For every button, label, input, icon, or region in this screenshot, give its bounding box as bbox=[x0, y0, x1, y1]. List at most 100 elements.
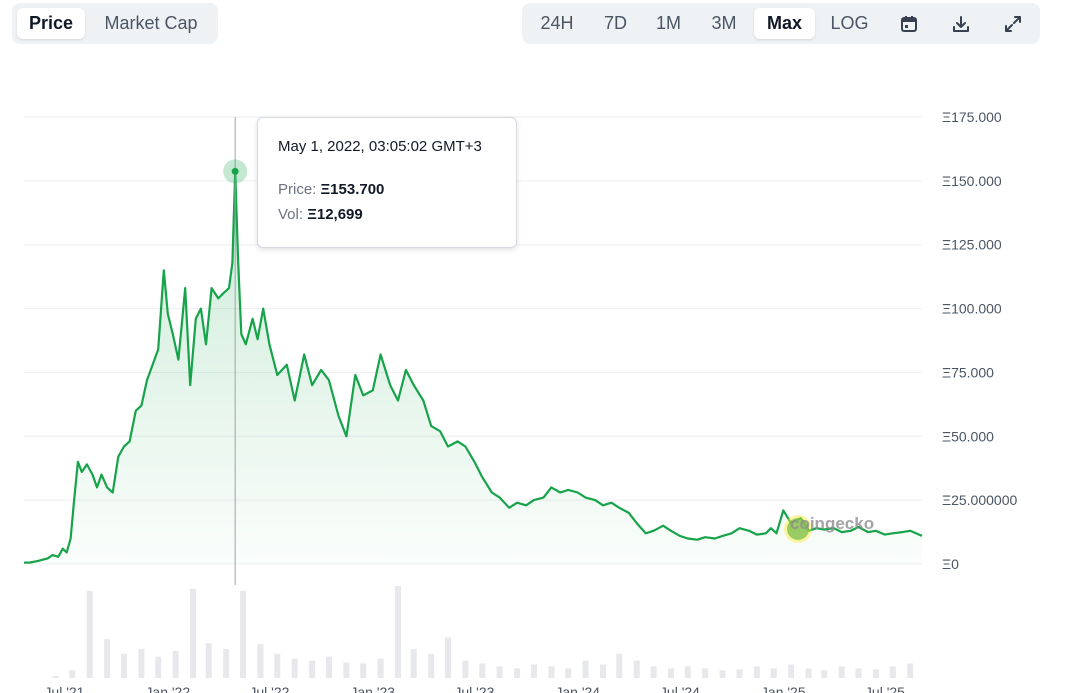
log-scale-tab[interactable]: LOG bbox=[830, 13, 869, 33]
volume-bar bbox=[462, 660, 469, 678]
x-tick-label: Jan '23 bbox=[350, 684, 395, 693]
volume-bar bbox=[753, 666, 760, 678]
price-area-fill bbox=[24, 171, 922, 564]
volume-bar bbox=[104, 639, 111, 678]
volume-bar bbox=[838, 666, 845, 678]
calendar-icon[interactable] bbox=[896, 11, 922, 37]
y-tick-label: Ξ50.000 bbox=[942, 428, 994, 444]
x-tick-label: Jul '23 bbox=[454, 684, 494, 693]
volume-bar bbox=[395, 586, 402, 678]
expand-icon[interactable] bbox=[1000, 11, 1026, 37]
volume-bar bbox=[138, 648, 145, 678]
volume-bar bbox=[719, 670, 726, 678]
volume-bar bbox=[684, 666, 691, 678]
volume-bar bbox=[240, 590, 247, 678]
y-axis-ticks: Ξ0 Ξ25.000000 Ξ50.000 Ξ75.000 Ξ100.000 Ξ125.0… bbox=[942, 109, 1017, 572]
volume-bar bbox=[325, 656, 332, 678]
volume-bar bbox=[821, 670, 828, 678]
x-tick-label: Jul '21 bbox=[44, 684, 84, 693]
y-tick-label: Ξ125.000 bbox=[942, 237, 1002, 253]
volume-bar bbox=[86, 590, 93, 678]
metric-toggle: Price Market Cap bbox=[12, 3, 218, 44]
range-1m-tab[interactable]: 1M bbox=[655, 13, 681, 33]
range-24h-tab[interactable]: 24H bbox=[540, 13, 574, 33]
y-tick-label: Ξ0 bbox=[942, 556, 959, 572]
y-tick-label: Ξ150.000 bbox=[942, 173, 1002, 189]
volume-bars bbox=[52, 586, 914, 678]
tooltip-volume-label: Vol: bbox=[278, 206, 304, 223]
volume-bar bbox=[667, 668, 674, 678]
volume-bar bbox=[120, 653, 127, 678]
x-tick-label: Jul '24 bbox=[660, 684, 700, 693]
volume-bar bbox=[616, 653, 623, 678]
range-7d-tab[interactable]: 7D bbox=[603, 13, 627, 33]
volume-bar bbox=[205, 643, 212, 678]
tooltip-volume-value: Ξ12,699 bbox=[307, 206, 363, 223]
volume-bar bbox=[805, 668, 812, 678]
volume-bar bbox=[445, 637, 452, 678]
tooltip-price-value: Ξ153.700 bbox=[320, 181, 385, 198]
volume-bar bbox=[69, 670, 76, 678]
price-area bbox=[24, 171, 922, 564]
volume-bar bbox=[343, 662, 350, 678]
volume-bar bbox=[872, 669, 879, 678]
x-tick-label: Jan '24 bbox=[555, 684, 600, 693]
range-3m-tab[interactable]: 3M bbox=[711, 13, 737, 33]
tooltip-price-row: Price: Ξ153.700 bbox=[278, 181, 496, 198]
volume-bar bbox=[702, 668, 709, 678]
price-line bbox=[23, 170, 923, 564]
volume-bar bbox=[291, 658, 298, 678]
y-tick-label: Ξ25.000000 bbox=[942, 492, 1017, 508]
volume-bar bbox=[360, 663, 367, 678]
range-max-tab[interactable]: Max bbox=[754, 8, 815, 39]
volume-bar bbox=[600, 664, 607, 678]
volume-bar bbox=[788, 664, 795, 678]
volume-bar bbox=[907, 663, 914, 678]
volume-bar bbox=[172, 650, 179, 678]
volume-bar bbox=[274, 653, 281, 678]
volume-bar bbox=[190, 588, 197, 678]
volume-bar bbox=[496, 666, 503, 678]
download-icon[interactable] bbox=[948, 11, 974, 37]
volume-bar bbox=[52, 676, 59, 678]
market-cap-tab[interactable]: Market Cap bbox=[104, 13, 198, 33]
volume-bar bbox=[548, 666, 555, 678]
watermark-text: coingecko bbox=[790, 514, 875, 533]
volume-bar bbox=[514, 668, 521, 678]
volume-bar bbox=[530, 664, 537, 678]
volume-bar bbox=[889, 666, 896, 678]
y-tick-label: Ξ100.000 bbox=[942, 301, 1002, 317]
x-tick-label: Jan '25 bbox=[761, 684, 806, 693]
x-tick-label: Jul '22 bbox=[249, 684, 289, 693]
coingecko-logo bbox=[787, 518, 809, 540]
volume-bar bbox=[479, 663, 486, 678]
volume-bar bbox=[377, 658, 384, 678]
volume-bar bbox=[155, 656, 162, 678]
volume-bar bbox=[770, 668, 777, 678]
hover-tooltip: May 1, 2022, 03:05:02 GMT+3 Price: Ξ153.… bbox=[257, 117, 517, 248]
volume-bar bbox=[736, 669, 743, 678]
tooltip-volume-row: Vol: Ξ12,699 bbox=[278, 206, 496, 223]
volume-bar bbox=[309, 660, 316, 678]
volume-bar bbox=[855, 668, 862, 678]
highlight-point bbox=[231, 167, 239, 175]
x-tick-label: Jul '25 bbox=[865, 684, 905, 693]
range-toggle: 24H 7D 1M 3M Max LOG bbox=[522, 3, 1040, 44]
volume-bar bbox=[223, 648, 230, 678]
volume-bar bbox=[565, 668, 572, 678]
volume-bar bbox=[650, 666, 657, 678]
hover-crosshair bbox=[223, 117, 248, 585]
price-tab[interactable]: Price bbox=[17, 8, 85, 39]
volume-bar bbox=[428, 653, 435, 678]
y-tick-label: Ξ75.000 bbox=[942, 364, 994, 380]
x-axis-ticks: Jul '21 Jan '22 Jul '22 Jan '23 Jul '23 Jan '… bbox=[44, 684, 905, 693]
price-series bbox=[23, 170, 923, 564]
volume-bar bbox=[410, 648, 417, 678]
volume-bar bbox=[633, 660, 640, 678]
volume-bar bbox=[582, 660, 589, 678]
x-tick-label: Jan '22 bbox=[145, 684, 190, 693]
tooltip-price-label: Price: bbox=[278, 181, 317, 198]
volume-bar bbox=[257, 644, 264, 678]
y-tick-label: Ξ175.000 bbox=[942, 109, 1002, 125]
